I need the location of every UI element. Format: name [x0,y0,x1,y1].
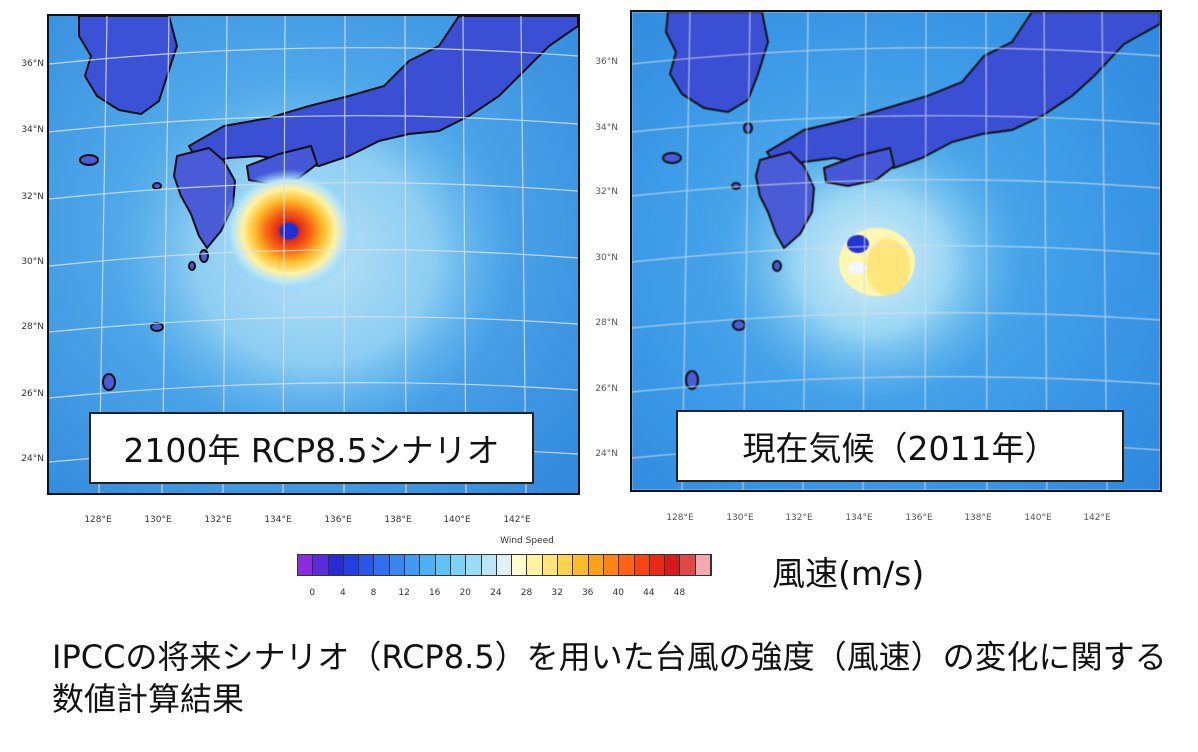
lon-label: 142°E [1083,513,1111,523]
island [685,370,699,390]
lon-label: 128°E [84,515,112,525]
legend-tick-label: 36 [581,588,594,598]
lon-label: 130°E [144,515,172,525]
legend-swatch [298,555,314,575]
lon-label: 140°E [443,515,471,525]
island [772,260,782,272]
land-korea [664,12,770,114]
lat-label: 34°N [595,123,618,133]
legend-tick-label: 40 [612,588,625,598]
legend-swatch [588,555,604,575]
land-kyushu [754,150,816,250]
legend-swatch [313,555,329,575]
legend-swatch [481,555,497,575]
typhoon-wind-core [221,169,357,293]
legend-tick-label: 16 [428,588,441,598]
legend-swatch [542,555,559,575]
lon-label: 138°E [964,513,992,523]
lon-label: 132°E [204,515,232,525]
legend-swatch [420,555,436,575]
lat-label: 26°N [21,389,44,399]
land-shikoku [822,146,896,188]
lat-label: 24°N [595,449,618,459]
island [102,373,116,391]
legend-swatch [374,555,390,575]
legend-title: Wind Speed [500,536,554,546]
legend-tick-label: 32 [551,588,563,598]
lon-label: 136°E [905,513,933,523]
lat-label: 30°N [21,257,44,267]
lon-label: 140°E [1024,513,1052,523]
legend-swatch [466,555,482,575]
lat-label: 28°N [595,318,618,328]
lon-label: 138°E [384,515,412,525]
legend-swatch [328,555,344,575]
lon-label: 132°E [785,513,813,523]
island [150,322,164,332]
lat-label: 32°N [21,192,44,202]
island [152,182,162,190]
lat-label: 26°N [595,384,618,394]
lat-label: 36°N [21,59,44,69]
legend-swatch [680,555,696,575]
legend-swatch [649,555,666,575]
typhoon-eye [847,235,869,253]
lat-label: 34°N [21,125,44,135]
island [731,182,741,190]
legend-swatch [619,555,635,575]
legend-swatch [496,555,513,575]
lat-label: 24°N [21,454,44,464]
legend-tick-label: 0 [309,588,316,598]
legend-tick-label: 20 [459,588,472,598]
lon-label: 136°E [324,515,352,525]
lat-label: 36°N [595,57,618,67]
legend-color-bar [297,554,713,576]
land-korea [78,16,179,116]
legend-tick-label: 4 [340,588,346,598]
legend-tick-label: 12 [398,588,410,598]
island [188,261,196,271]
legend-tick-label: 8 [370,588,377,598]
typhoon-wind-peak [866,239,910,295]
lon-label: 142°E [503,515,531,525]
typhoon-eye-edge [847,262,867,274]
legend-swatch [435,555,451,575]
island [199,249,209,263]
legend-swatch [343,555,360,575]
lon-label: 130°E [726,513,754,523]
wind-speed-unit-label: 風速(m/s) [772,554,925,593]
legend-swatch [558,555,574,575]
legend-tick-label: 48 [673,588,686,598]
legend-swatch [634,555,650,575]
legend-tick-label: 24 [490,588,502,598]
wind-speed-legend: Wind Speed 0 4 8 12 16 20 24 28 32 36 40 44 48 [295,534,765,604]
island [732,319,746,331]
legend-swatch [695,555,712,575]
lat-label: 32°N [595,187,618,197]
legend-swatch [603,555,620,575]
scenario-label-rcp85: 2100年 RCP8.5シナリオ [89,412,534,484]
lat-label: 30°N [595,253,618,263]
lon-label: 134°E [264,515,292,525]
legend-tick-label: 44 [643,588,655,598]
legend-swatch [405,555,421,575]
figure-caption: IPCCの将来シナリオ（RCP8.5）を用いた台風の強度（風速）の変化に関する数… [52,638,1167,718]
island [662,152,682,164]
island [79,154,99,166]
legend-tick-label: 28 [520,588,533,598]
legend-swatch [389,555,406,575]
legend-swatch [359,555,375,575]
lat-label: 28°N [21,322,44,332]
lon-label: 128°E [666,513,694,523]
legend-swatch [512,555,528,575]
lon-label: 134°E [845,513,873,523]
scenario-label-2011: 現在気候（2011年） [676,410,1124,482]
legend-swatch [573,555,589,575]
legend-swatch [450,555,467,575]
legend-swatch [527,555,543,575]
land-kyushu [172,146,237,250]
legend-swatch [665,555,681,575]
